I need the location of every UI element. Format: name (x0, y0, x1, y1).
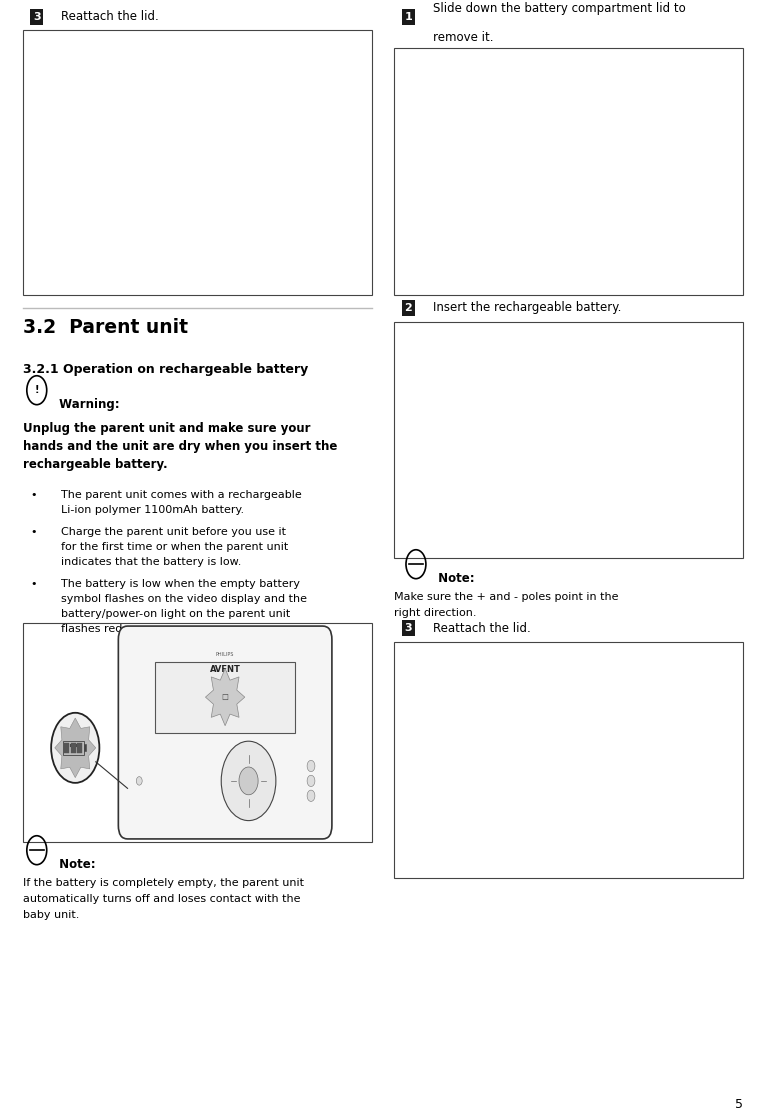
FancyBboxPatch shape (23, 623, 372, 843)
Text: baby unit.: baby unit. (23, 910, 80, 920)
FancyBboxPatch shape (71, 742, 76, 752)
Text: Li-ion polymer 1100mAh battery.: Li-ion polymer 1100mAh battery. (61, 505, 244, 515)
Text: 3.2.1 Operation on rechargeable battery: 3.2.1 Operation on rechargeable battery (23, 363, 308, 376)
Text: The battery is low when the empty battery: The battery is low when the empty batter… (61, 579, 300, 589)
Text: 3: 3 (33, 12, 41, 22)
Text: !: ! (34, 385, 39, 395)
Text: Note:: Note: (55, 858, 96, 871)
Text: Reattach the lid.: Reattach the lid. (433, 621, 531, 634)
FancyBboxPatch shape (84, 745, 86, 751)
Text: rechargeable battery.: rechargeable battery. (23, 459, 168, 471)
Text: 3: 3 (404, 623, 412, 633)
Text: Note:: Note: (434, 572, 475, 585)
Text: flashes red.: flashes red. (61, 624, 126, 634)
Text: •: • (31, 526, 37, 536)
Text: 1: 1 (404, 12, 412, 22)
Text: Charge the parent unit before you use it: Charge the parent unit before you use it (61, 526, 286, 536)
FancyBboxPatch shape (394, 48, 743, 295)
Text: Unplug the parent unit and make sure your: Unplug the parent unit and make sure you… (23, 422, 310, 435)
Text: battery/power-on light on the parent unit: battery/power-on light on the parent uni… (61, 609, 290, 619)
FancyBboxPatch shape (394, 642, 743, 878)
Text: Make sure the + and - poles point in the: Make sure the + and - poles point in the (394, 592, 619, 602)
Text: 2: 2 (404, 303, 412, 313)
Circle shape (221, 741, 276, 820)
FancyBboxPatch shape (64, 742, 69, 752)
Circle shape (136, 777, 142, 785)
Text: PHILIPS: PHILIPS (216, 652, 234, 658)
Text: ☐: ☐ (221, 692, 228, 701)
Text: ▀▀▀: ▀▀▀ (69, 746, 82, 750)
Text: 3.2  Parent unit: 3.2 Parent unit (23, 318, 188, 337)
Text: Reattach the lid.: Reattach the lid. (61, 10, 159, 23)
Text: Insert the rechargeable battery.: Insert the rechargeable battery. (433, 302, 621, 315)
Text: If the battery is completely empty, the parent unit: If the battery is completely empty, the … (23, 878, 304, 888)
Text: Warning:: Warning: (55, 398, 119, 411)
Text: •: • (31, 579, 37, 589)
Text: symbol flashes on the video display and the: symbol flashes on the video display and … (61, 594, 307, 604)
Text: indicates that the battery is low.: indicates that the battery is low. (61, 556, 241, 567)
Circle shape (307, 790, 315, 801)
FancyBboxPatch shape (155, 662, 296, 732)
FancyBboxPatch shape (23, 30, 372, 295)
Text: Slide down the battery compartment lid to: Slide down the battery compartment lid t… (433, 1, 686, 14)
Text: hands and the unit are dry when you insert the: hands and the unit are dry when you inse… (23, 440, 337, 453)
Text: The parent unit comes with a rechargeable: The parent unit comes with a rechargeabl… (61, 490, 302, 500)
Text: 5: 5 (735, 1099, 743, 1111)
Polygon shape (54, 718, 96, 778)
Circle shape (307, 776, 315, 787)
Text: AVENT: AVENT (210, 666, 241, 674)
Circle shape (51, 712, 100, 782)
Polygon shape (205, 669, 245, 726)
Circle shape (239, 767, 258, 795)
FancyBboxPatch shape (118, 627, 332, 839)
Text: •: • (31, 490, 37, 500)
Text: automatically turns off and loses contact with the: automatically turns off and loses contac… (23, 894, 300, 904)
Text: for the first time or when the parent unit: for the first time or when the parent un… (61, 542, 289, 552)
Text: right direction.: right direction. (394, 608, 477, 618)
Text: remove it.: remove it. (433, 30, 493, 43)
Circle shape (307, 760, 315, 771)
FancyBboxPatch shape (77, 742, 82, 752)
FancyBboxPatch shape (394, 322, 743, 558)
